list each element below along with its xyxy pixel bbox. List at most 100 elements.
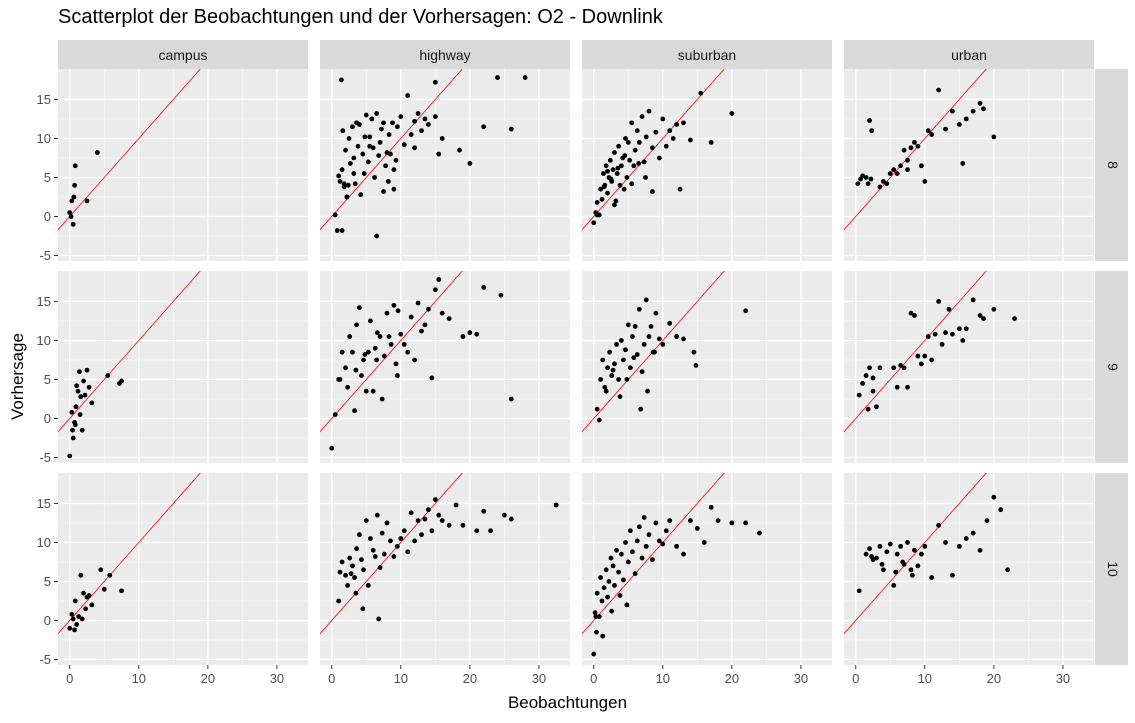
data-point (650, 145, 655, 151)
panel-urban-10 (844, 473, 1094, 665)
x-axis-label: Beobachtungen (507, 693, 628, 712)
data-point (394, 373, 400, 378)
data-point (877, 543, 883, 549)
data-point (377, 139, 383, 145)
data-point (1005, 567, 1011, 573)
data-point (757, 530, 762, 536)
data-point (594, 629, 599, 635)
data-point (474, 331, 480, 337)
data-point (622, 153, 628, 159)
data-point (422, 516, 428, 522)
data-point (522, 75, 528, 80)
data-point (356, 532, 362, 538)
data-point (645, 388, 651, 394)
data-point (488, 528, 493, 534)
data-point (653, 310, 659, 316)
data-point (79, 427, 85, 433)
data-point (650, 557, 655, 563)
data-point (936, 299, 942, 304)
data-point (343, 365, 348, 371)
data-point (370, 388, 376, 394)
panel-highway-9 (320, 271, 570, 463)
data-point (355, 143, 361, 149)
panel-background (320, 69, 570, 261)
data-point (894, 551, 900, 557)
data-point (615, 165, 621, 171)
data-point (641, 515, 647, 520)
data-point (481, 508, 487, 514)
data-point (388, 538, 393, 544)
data-point (869, 128, 875, 134)
data-point (870, 388, 876, 394)
data-point (339, 228, 345, 233)
data-point (94, 150, 100, 155)
data-point (73, 404, 79, 410)
panel-background (58, 473, 308, 665)
data-point (715, 518, 721, 524)
data-point (390, 120, 395, 126)
data-point (605, 365, 610, 371)
data-point (688, 137, 693, 143)
data-point (918, 163, 924, 169)
data-point (336, 598, 342, 604)
data-point (856, 392, 862, 398)
data-point (653, 129, 659, 135)
data-point (960, 338, 966, 343)
data-point (341, 181, 347, 187)
facet-strip-row-10 (1095, 473, 1128, 665)
data-point (631, 355, 637, 361)
data-point (963, 326, 969, 332)
data-point (365, 159, 371, 165)
data-point (950, 108, 955, 114)
data-point (912, 139, 917, 145)
data-point (436, 277, 442, 282)
data-point (929, 132, 935, 137)
data-point (915, 353, 921, 359)
data-point (984, 518, 990, 524)
data-point (398, 331, 404, 337)
data-point (377, 334, 383, 339)
data-point (681, 551, 686, 557)
data-point (674, 543, 680, 549)
identity-line (844, 271, 987, 433)
identity-line (58, 271, 201, 433)
data-point (627, 528, 633, 534)
data-point (602, 384, 608, 390)
y-tick-label: 5 (44, 372, 51, 387)
data-point (365, 582, 371, 588)
data-point (870, 375, 876, 381)
facet-strip-label: 9 (1105, 363, 1121, 371)
y-tick-label: 0 (44, 411, 51, 426)
identity-line (320, 473, 463, 635)
y-tick-label: 15 (37, 294, 51, 309)
data-point (336, 173, 342, 179)
data-point (636, 524, 642, 530)
data-point (75, 388, 81, 394)
data-point (1012, 316, 1017, 322)
facet-strip-suburban (582, 40, 832, 69)
data-point (936, 522, 942, 528)
data-point (81, 590, 86, 596)
data-point (617, 182, 623, 188)
x-tick-label: 30 (532, 671, 546, 686)
data-point (607, 157, 613, 163)
data-point (362, 134, 368, 140)
identity-line (320, 271, 463, 433)
data-point (609, 373, 615, 378)
data-point (481, 124, 487, 130)
data-point (405, 549, 411, 555)
data-point (663, 528, 669, 534)
data-point (688, 518, 693, 524)
x-tick-label: 10 (656, 671, 670, 686)
y-tick-label: 10 (37, 535, 51, 550)
data-point (432, 114, 438, 120)
data-point (667, 320, 673, 326)
data-point (394, 124, 400, 130)
data-point (863, 175, 869, 180)
data-point (925, 334, 931, 339)
data-point (616, 143, 622, 149)
data-point (869, 554, 875, 559)
data-point (624, 602, 630, 608)
data-point (618, 163, 624, 169)
data-point (360, 606, 366, 612)
